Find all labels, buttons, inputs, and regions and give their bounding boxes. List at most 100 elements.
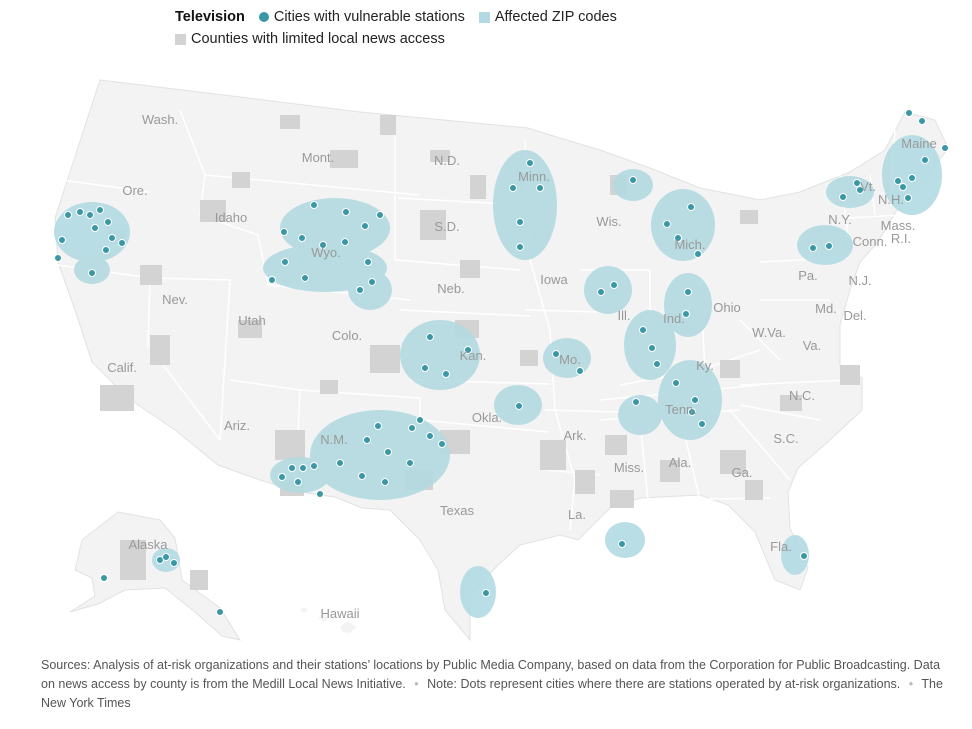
city-dot xyxy=(809,244,817,252)
city-dot xyxy=(629,176,637,184)
state-label-wash: Wash. xyxy=(142,112,178,127)
city-dot xyxy=(516,218,524,226)
city-dot xyxy=(552,350,560,358)
state-label-iowa: Iowa xyxy=(540,272,568,287)
state-label-wva: W.Va. xyxy=(752,325,786,340)
city-dot xyxy=(687,203,695,211)
state-label-calif: Calif. xyxy=(107,360,137,375)
city-dot xyxy=(100,574,108,582)
state-label-va: Va. xyxy=(803,338,822,353)
hawaii-land xyxy=(300,607,356,633)
city-dot xyxy=(515,402,523,410)
city-dot xyxy=(280,228,288,236)
city-dot xyxy=(639,326,647,334)
state-label-alaska: Alaska xyxy=(128,537,168,552)
county-block xyxy=(320,380,338,394)
county-block xyxy=(720,450,746,474)
city-dot xyxy=(298,234,306,242)
state-label-md: Md. xyxy=(815,301,837,316)
border-wv-va xyxy=(739,319,781,361)
county-block xyxy=(280,115,300,129)
contiguous-us-land xyxy=(54,79,949,642)
legend-item-counties: Counties with limited local news access xyxy=(175,28,445,50)
state-label-ore: Ore. xyxy=(122,183,147,198)
county-block xyxy=(150,335,170,365)
city-dot xyxy=(316,490,324,498)
city-dot xyxy=(672,379,680,387)
alaska-land xyxy=(69,511,242,641)
border-wa-or xyxy=(61,179,151,193)
city-dot xyxy=(408,424,416,432)
county-block xyxy=(740,210,758,224)
state-label-ohio: Ohio xyxy=(713,300,740,315)
dot-swatch-icon xyxy=(258,12,269,22)
state-label-idaho: Idaho xyxy=(215,210,248,225)
city-dot xyxy=(341,238,349,246)
city-dot xyxy=(899,183,907,191)
vulnerable-station-cities xyxy=(54,109,949,616)
city-dot xyxy=(653,360,661,368)
state-label-conn: Conn. xyxy=(853,234,888,249)
city-dot xyxy=(102,246,110,254)
city-dot xyxy=(674,234,682,242)
city-dot xyxy=(104,218,112,226)
state-label-mo: Mo. xyxy=(559,352,581,367)
city-dot xyxy=(905,109,913,117)
county-block xyxy=(540,440,566,470)
border-mo-ar xyxy=(544,409,621,413)
city-dot xyxy=(482,589,490,597)
state-label-ga: Ga. xyxy=(732,465,753,480)
state-label-ri: R.I. xyxy=(891,231,911,246)
city-dot xyxy=(299,464,307,472)
zip-area-iowa-east xyxy=(584,266,632,314)
zip-area-indiana xyxy=(664,273,712,337)
city-dot xyxy=(853,179,861,187)
city-dot xyxy=(310,201,318,209)
sources-text: Sources: Analysis of at-risk organizatio… xyxy=(41,658,941,691)
zip-area-michigan xyxy=(651,189,715,261)
city-dot xyxy=(406,459,414,467)
city-dot xyxy=(361,222,369,230)
zip-area-texas-south xyxy=(460,566,496,618)
city-dot xyxy=(118,239,126,247)
state-label-sd: S.D. xyxy=(434,219,459,234)
city-dot xyxy=(509,184,517,192)
county-block xyxy=(190,570,208,590)
county-block xyxy=(120,540,146,580)
city-dot xyxy=(682,310,690,318)
city-dot xyxy=(618,540,626,548)
county-block xyxy=(200,200,226,222)
zip-area-colorado-north xyxy=(348,270,392,310)
state-label-wis: Wis. xyxy=(596,214,621,229)
city-dot xyxy=(319,241,327,249)
county-block xyxy=(420,210,446,240)
state-label-mass: Mass. xyxy=(881,218,916,233)
city-dot xyxy=(800,552,808,560)
state-label-ark: Ark. xyxy=(563,428,586,443)
state-label-pa: Pa. xyxy=(798,268,818,283)
city-dot xyxy=(356,286,364,294)
city-dot xyxy=(376,211,384,219)
city-dot xyxy=(648,344,656,352)
county-block xyxy=(610,490,634,508)
county-block xyxy=(780,395,802,411)
city-dot xyxy=(421,364,429,372)
state-label-okla: Okla. xyxy=(472,410,502,425)
credit-text: The New York Times xyxy=(41,677,943,710)
border-ms-al xyxy=(639,419,651,521)
zip-area-louisiana xyxy=(605,522,645,558)
state-label-nc: N.C. xyxy=(789,388,815,403)
city-dot xyxy=(856,186,864,194)
state-label-utah: Utah xyxy=(238,313,265,328)
city-dot xyxy=(536,184,544,192)
state-label-nev: Nev. xyxy=(162,292,188,307)
legend-item-cities: Cities with vulnerable stations xyxy=(258,6,465,28)
county-block xyxy=(460,260,480,278)
county-block xyxy=(660,460,680,482)
border-va-nc xyxy=(739,379,851,386)
city-dot xyxy=(336,459,344,467)
state-label-fla: Fla. xyxy=(770,539,792,554)
state-label-neb: Neb. xyxy=(437,281,464,296)
city-dot xyxy=(358,472,366,480)
state-label-la: La. xyxy=(568,507,586,522)
